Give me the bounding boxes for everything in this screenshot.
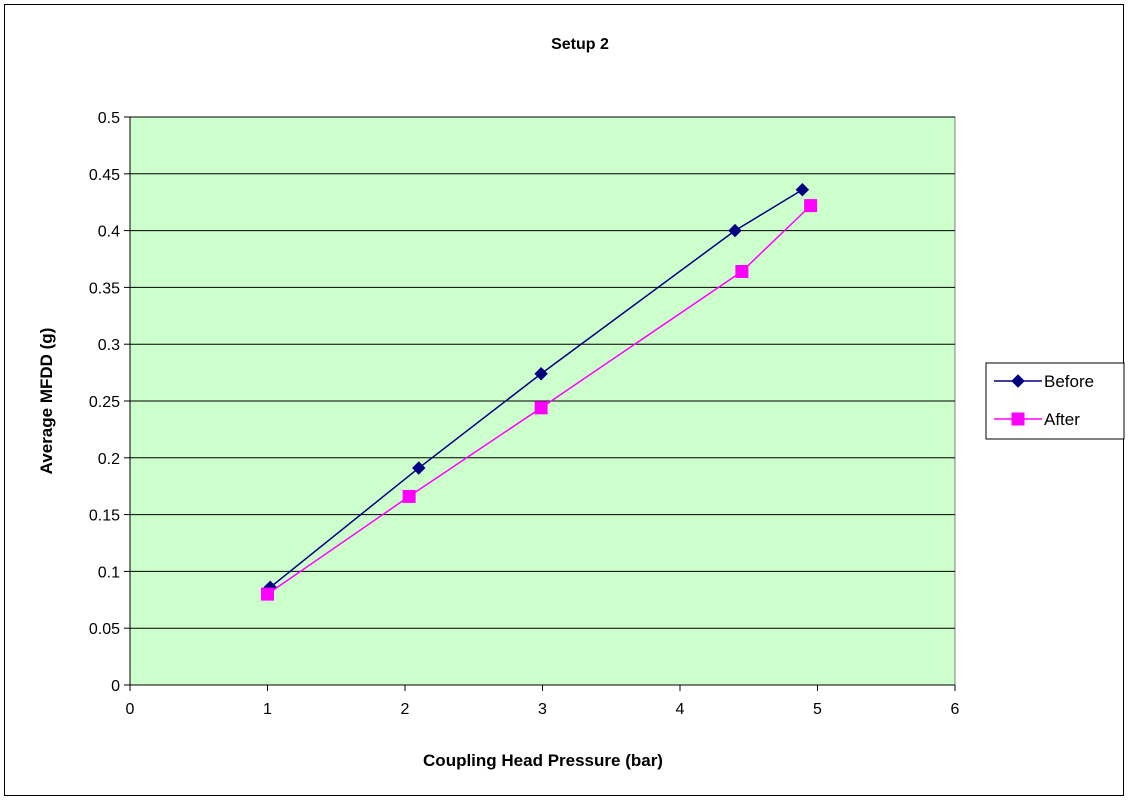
- data-point-after: [735, 264, 749, 278]
- gridlines: [130, 116, 955, 629]
- series-after: [261, 199, 818, 601]
- y-tick-label: 0.25: [89, 394, 120, 411]
- y-tick-label: 0: [111, 678, 120, 695]
- legend-marker: [1011, 412, 1025, 426]
- data-point-after: [261, 587, 274, 601]
- data-point-before: [795, 182, 810, 197]
- y-tick-label: 0.1: [98, 564, 120, 581]
- legend: Before After: [985, 362, 1125, 440]
- data-point-before: [728, 223, 742, 238]
- x-tick-label: 0: [126, 701, 135, 718]
- legend-item-after: After: [994, 410, 1080, 429]
- data-point-after: [402, 489, 416, 503]
- y-tick-label: 0.4: [98, 224, 120, 241]
- data-point-after: [804, 199, 818, 213]
- legend-label: After: [1044, 410, 1080, 429]
- y-tick-label: 0.35: [89, 280, 120, 297]
- legend-box: [985, 362, 1125, 440]
- x-tick-label: 1: [263, 701, 272, 718]
- x-tick-label: 3: [538, 701, 547, 718]
- y-tick-label: 0.5: [98, 110, 120, 127]
- y-tick-label: 0.2: [98, 451, 120, 468]
- data-point-before: [412, 461, 426, 475]
- axes: 0 0.05 0.1 0.15 0.2 0.25 0.3 0.35 0.4 0.45 0.5 0 1 2 3…: [89, 110, 960, 718]
- chart-title: Setup 2: [551, 36, 609, 53]
- x-tick-label: 6: [951, 701, 960, 718]
- y-tick-label: 0.15: [89, 508, 120, 525]
- y-axis-label: Average MFDD (g): [37, 328, 56, 475]
- y-tick-label: 0.05: [89, 621, 120, 638]
- legend-item-before: Before: [994, 372, 1094, 391]
- x-tick-label: 5: [813, 701, 822, 718]
- data-point-before: [534, 367, 548, 381]
- y-tick-label: 0.3: [98, 337, 120, 354]
- series-layer: [261, 182, 818, 601]
- legend-marker: [1011, 374, 1025, 388]
- x-tick-label: 4: [676, 701, 685, 718]
- x-tick-label: 2: [401, 701, 410, 718]
- legend-label: Before: [1044, 372, 1094, 391]
- y-tick-label: 0.45: [89, 167, 120, 184]
- data-point-after: [534, 401, 548, 415]
- x-axis-label: Coupling Head Pressure (bar): [423, 751, 663, 770]
